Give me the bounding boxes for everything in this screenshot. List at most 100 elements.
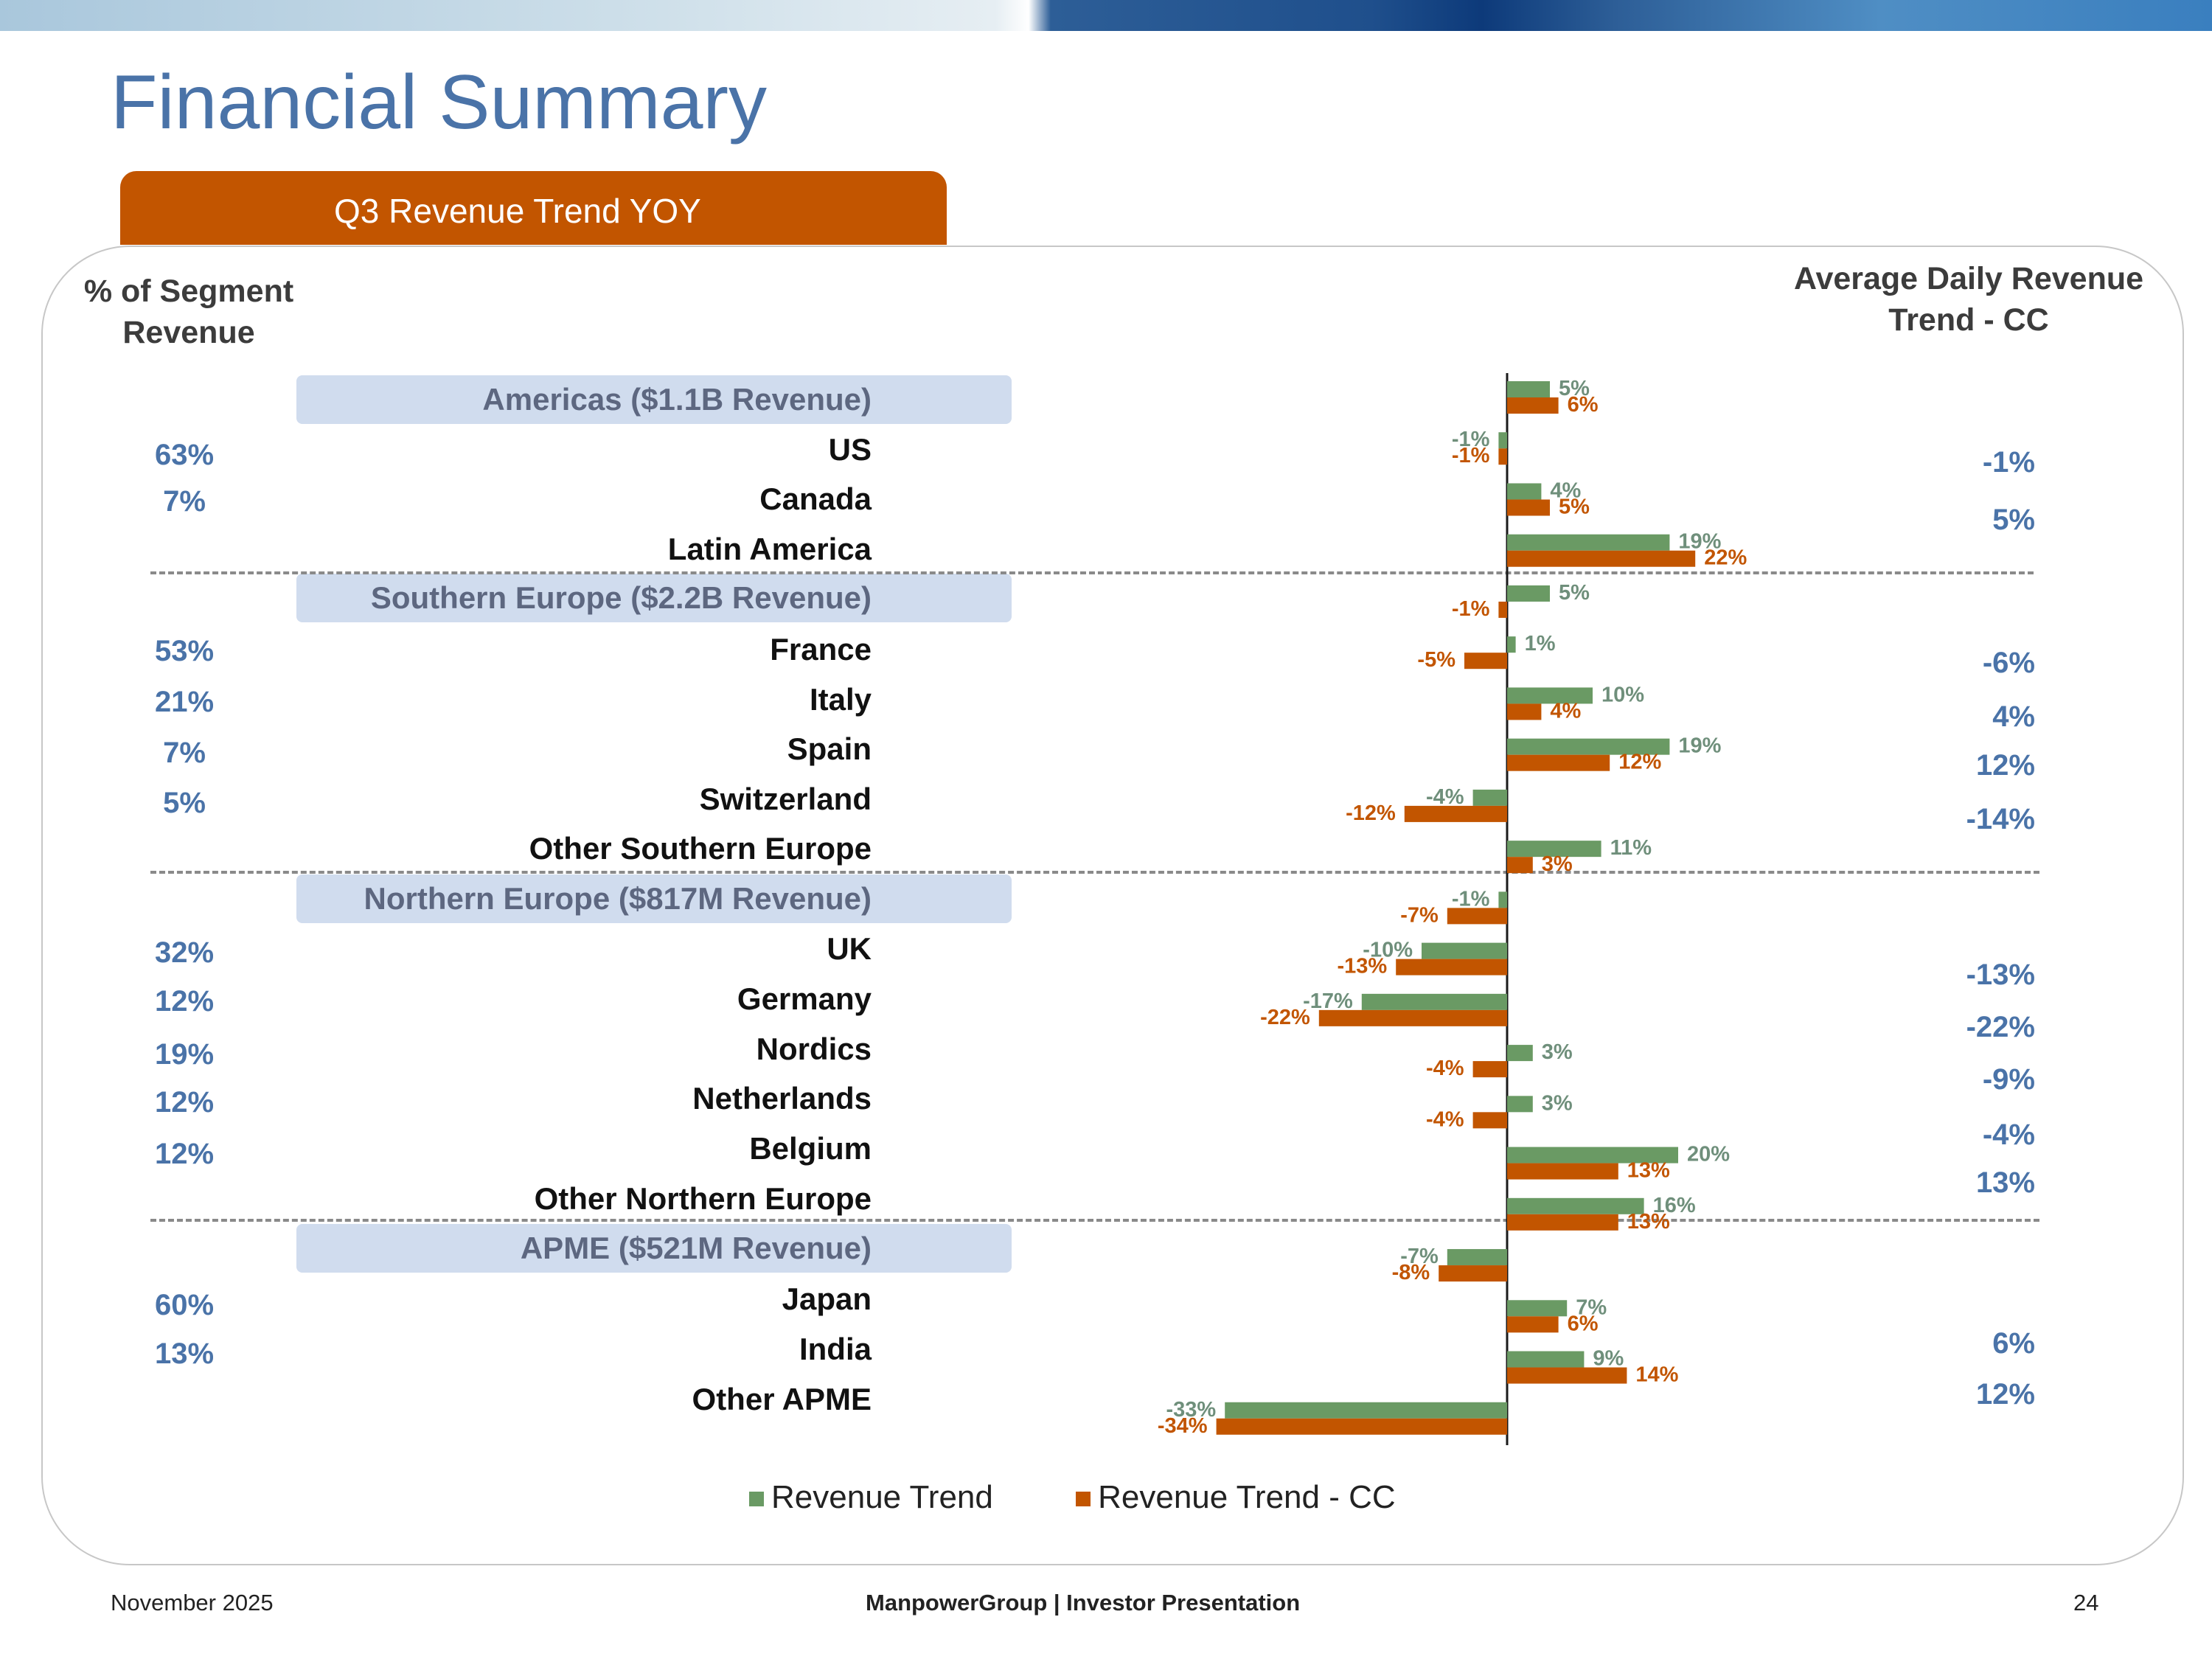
- row-label-other-apme: Other APME: [692, 1382, 872, 1416]
- data-label-revenue-trend-cc-switzerland: -12%: [1346, 801, 1396, 825]
- data-label-revenue-trend-cc-france: -5%: [1417, 648, 1455, 672]
- data-label-revenue-trend-cc-northern-europe: -7%: [1400, 903, 1439, 927]
- adr-cc-nordics: -9%: [1982, 1063, 2035, 1096]
- bar-revenue-trend-belgium: [1507, 1147, 1678, 1164]
- bar-revenue-trend-france: [1507, 636, 1516, 653]
- row-label-us: US: [828, 432, 872, 467]
- bar-revenue-trend-switzerland: [1472, 789, 1507, 806]
- data-label-revenue-trend-other-southern-europe: 11%: [1610, 836, 1652, 860]
- data-label-revenue-trend-cc-us: -1%: [1452, 444, 1490, 467]
- region-southern-europe: Southern Europe ($2.2B Revenue): [296, 574, 1012, 622]
- bar-revenue-trend-india: [1507, 1351, 1585, 1368]
- data-label-revenue-trend-cc-italy: 4%: [1550, 699, 1581, 723]
- row-label-switzerland: Switzerland: [699, 782, 872, 816]
- row-label-netherlands: Netherlands: [692, 1081, 872, 1116]
- data-label-revenue-trend-cc-belgium: 13%: [1627, 1159, 1670, 1183]
- footer-date: November 2025: [111, 1590, 274, 1615]
- data-label-revenue-trend-netherlands: 3%: [1542, 1091, 1573, 1115]
- data-label-revenue-trend-cc-other-southern-europe: 3%: [1542, 852, 1573, 876]
- bar-revenue-trend-cc-canada: [1507, 499, 1550, 516]
- bar-revenue-trend-canada: [1507, 483, 1542, 500]
- segment-pct-canada: 7%: [163, 485, 206, 518]
- divider-americas: [150, 571, 2034, 574]
- adr-cc-germany: -22%: [1966, 1011, 2035, 1043]
- data-label-revenue-trend-belgium: 20%: [1687, 1143, 1730, 1166]
- data-label-revenue-trend-nordics: 3%: [1542, 1040, 1573, 1064]
- adr-cc-france: -6%: [1982, 647, 2035, 679]
- data-label-revenue-trend-latin-america: 19%: [1678, 530, 1721, 554]
- bar-revenue-trend-cc-belgium: [1507, 1163, 1618, 1180]
- bar-revenue-trend-apme: [1447, 1249, 1507, 1266]
- legend-swatch-revenue-trend: [749, 1492, 764, 1506]
- bar-revenue-trend-cc-spain: [1507, 754, 1610, 771]
- bar-revenue-trend-netherlands: [1507, 1096, 1533, 1113]
- bar-revenue-trend-uk: [1422, 942, 1507, 959]
- bar-revenue-trend-other-southern-europe: [1507, 841, 1601, 858]
- bar-revenue-trend-latin-america: [1507, 534, 1670, 551]
- data-label-revenue-trend-japan: 7%: [1576, 1295, 1607, 1319]
- data-label-revenue-trend-other-northern-europe: 16%: [1653, 1194, 1696, 1217]
- legend-item-revenue-trend: Revenue Trend: [749, 1477, 993, 1518]
- bar-revenue-trend-other-apme: [1225, 1402, 1507, 1419]
- row-label-nordics: Nordics: [756, 1032, 872, 1066]
- region-apme: APME ($521M Revenue): [296, 1224, 1012, 1273]
- data-label-revenue-trend-cc-nordics: -4%: [1426, 1057, 1464, 1080]
- data-label-revenue-trend-apme: -7%: [1400, 1245, 1439, 1268]
- segment-pct-india: 13%: [154, 1338, 215, 1370]
- row-label-canada: Canada: [759, 481, 872, 516]
- bar-revenue-trend-southern-europe: [1507, 585, 1550, 602]
- row-label-uk: UK: [827, 931, 872, 966]
- segment-pct-italy: 21%: [154, 686, 215, 718]
- data-label-revenue-trend-cc-japan: 6%: [1568, 1312, 1599, 1335]
- adr-cc-italy: 4%: [1992, 700, 2035, 733]
- bar-revenue-trend-cc-uk: [1396, 959, 1507, 975]
- segment-pct-switzerland: 5%: [163, 787, 206, 819]
- chart-banner: Q3 Revenue Trend YOY: [120, 171, 947, 245]
- data-label-revenue-trend-americas: 5%: [1559, 377, 1590, 400]
- data-label-revenue-trend-cc-india: 14%: [1635, 1363, 1678, 1387]
- bar-revenue-trend-cc-italy: [1507, 703, 1542, 720]
- adr-cc-belgium: 13%: [1975, 1166, 2035, 1199]
- adr-cc-uk: -13%: [1966, 959, 2035, 991]
- segment-pct-nordics: 19%: [154, 1038, 215, 1071]
- data-label-revenue-trend-southern-europe: 5%: [1559, 581, 1590, 605]
- bar-revenue-trend-japan: [1507, 1300, 1568, 1317]
- bar-revenue-trend-other-northern-europe: [1507, 1197, 1644, 1214]
- bar-revenue-trend-cc-switzerland: [1404, 805, 1507, 822]
- bar-revenue-trend-cc-us: [1498, 448, 1507, 465]
- row-label-germany: Germany: [737, 981, 872, 1016]
- divider-northern-europe: [150, 1219, 2039, 1222]
- data-label-revenue-trend-cc-spain: 12%: [1618, 751, 1661, 774]
- data-label-revenue-trend-northern-europe: -1%: [1452, 887, 1490, 911]
- data-label-revenue-trend-switzerland: -4%: [1426, 785, 1464, 809]
- segment-pct-france: 53%: [154, 635, 215, 667]
- data-label-revenue-trend-india: 9%: [1593, 1347, 1624, 1371]
- adr-cc-switzerland: -14%: [1966, 803, 2035, 835]
- adr-cc-india: 6%: [1992, 1327, 2035, 1360]
- data-label-revenue-trend-cc-germany: -22%: [1260, 1006, 1310, 1029]
- row-label-latin-america: Latin America: [667, 532, 872, 566]
- bar-revenue-trend-cc-apme: [1439, 1265, 1507, 1282]
- data-label-revenue-trend-cc-other-apme: -34%: [1158, 1414, 1208, 1438]
- adr-cc-header: Average Daily Revenue Trend - CC: [1793, 261, 2144, 338]
- legend-item-revenue-trend-cc: Revenue Trend - CC: [1076, 1477, 1396, 1518]
- bar-revenue-trend-cc-americas: [1507, 397, 1559, 414]
- bar-revenue-trend-cc-netherlands: [1472, 1112, 1507, 1129]
- divider-southern-europe: [150, 871, 2039, 874]
- data-label-revenue-trend-cc-netherlands: -4%: [1426, 1107, 1464, 1131]
- bar-revenue-trend-spain: [1507, 738, 1670, 755]
- data-label-revenue-trend-spain: 19%: [1678, 734, 1721, 758]
- row-label-other-southern-europe: Other Southern Europe: [529, 831, 872, 866]
- chart-legend: Revenue Trend Revenue Trend - CC: [749, 1477, 1470, 1518]
- data-label-revenue-trend-us: -1%: [1452, 428, 1490, 451]
- chart-panel: [41, 246, 2184, 1565]
- segment-pct-spain: 7%: [163, 737, 206, 769]
- bar-revenue-trend-cc-other-southern-europe: [1507, 857, 1533, 874]
- bar-revenue-trend-cc-japan: [1507, 1316, 1559, 1333]
- bar-revenue-trend-cc-france: [1464, 653, 1507, 669]
- data-label-revenue-trend-france: 1%: [1525, 632, 1556, 655]
- top-decorative-bar: [0, 0, 2212, 31]
- adr-cc-other-apme: 12%: [1975, 1378, 2035, 1411]
- row-label-japan: Japan: [782, 1281, 872, 1316]
